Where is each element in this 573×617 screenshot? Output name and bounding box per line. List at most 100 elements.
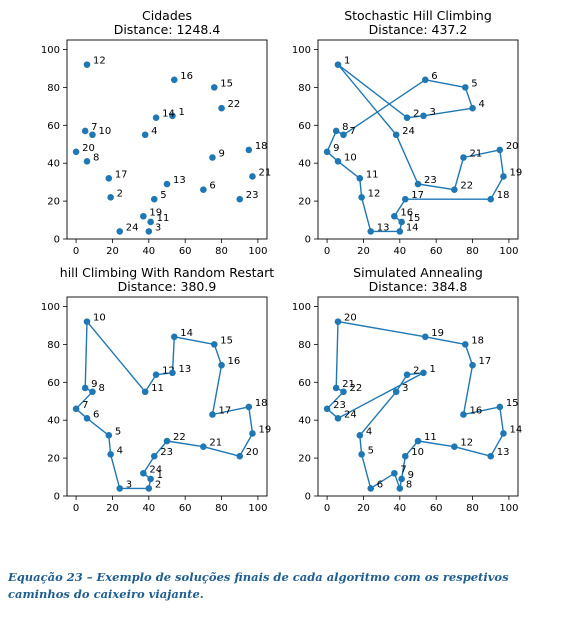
city-point-20 (72, 148, 80, 156)
city-label: 5 (115, 426, 121, 437)
city-label: 10 (411, 447, 424, 458)
city-point-9 (398, 475, 405, 483)
city-label: 14 (162, 109, 175, 120)
city-point-14 (396, 228, 404, 235)
x-tick-label: 60 (179, 246, 192, 257)
city-point-23 (150, 452, 158, 460)
city-label: 15 (408, 213, 421, 224)
city-label: 7 (400, 464, 406, 475)
y-tick-label: 0 (305, 235, 311, 246)
y-tick-label: 20 (298, 454, 311, 465)
city-point-19 (500, 173, 507, 180)
city-label: 16 (469, 406, 482, 417)
city-label: 18 (255, 398, 268, 409)
city-point-16 (460, 411, 467, 418)
city-label: 17 (411, 190, 424, 201)
city-label: 13 (377, 222, 390, 233)
city-label: 4 (117, 445, 123, 456)
city-point-9 (81, 384, 89, 392)
city-point-7 (72, 405, 80, 413)
x-tick-label: 0 (73, 246, 79, 257)
city-label: 1 (178, 107, 184, 118)
city-label: 20 (246, 447, 259, 458)
city-label: 6 (377, 479, 383, 490)
city-point-10 (334, 157, 342, 165)
city-point-17 (469, 361, 476, 369)
city-point-18 (245, 403, 253, 411)
city-label: 9 (333, 143, 339, 154)
city-point-1 (420, 369, 427, 377)
city-label: 2 (413, 109, 419, 120)
city-label: 20 (506, 141, 519, 152)
city-label: 8 (93, 152, 99, 163)
city-label: 5 (160, 190, 166, 201)
city-label: 22 (349, 383, 362, 394)
city-label: 13 (178, 364, 191, 375)
city-label: 2 (413, 366, 419, 377)
city-point-19 (421, 333, 429, 341)
city-point-3 (420, 112, 427, 120)
city-label: 5 (368, 445, 374, 456)
city-label: 23 (424, 175, 437, 186)
city-point-10 (89, 131, 96, 139)
x-tick-label: 100 (499, 503, 518, 514)
city-point-14 (152, 114, 160, 122)
x-tick-label: 40 (393, 246, 406, 257)
chart-subtitle: Distance: 437.2 (369, 22, 468, 37)
city-label: 11 (366, 169, 379, 180)
city-point-24 (140, 469, 147, 477)
x-tick-label: 20 (106, 246, 119, 257)
chart-title: Cidades (142, 8, 192, 23)
city-label: 23 (246, 190, 259, 201)
city-point-6 (367, 485, 375, 492)
x-tick-label: 20 (357, 503, 370, 514)
y-tick-label: 40 (298, 416, 311, 427)
city-label: 15 (506, 398, 519, 409)
city-point-23 (323, 405, 331, 413)
city-point-13 (367, 228, 375, 235)
city-label: 24 (126, 222, 139, 233)
city-label: 7 (91, 122, 97, 133)
city-label: 18 (497, 190, 510, 201)
x-tick-label: 40 (142, 503, 155, 514)
city-label: 10 (344, 152, 357, 163)
city-point-15 (210, 341, 218, 348)
city-label: 11 (151, 383, 164, 394)
y-tick-label: 0 (54, 492, 60, 503)
x-tick-label: 100 (248, 246, 267, 257)
city-label: 16 (180, 71, 193, 82)
y-tick-label: 60 (47, 378, 60, 389)
y-tick-label: 100 (41, 45, 60, 56)
city-label: 11 (157, 213, 170, 224)
city-point-11 (414, 437, 422, 445)
city-point-14 (500, 430, 507, 437)
y-tick-label: 20 (47, 197, 60, 208)
city-point-3 (116, 485, 124, 492)
city-point-4 (356, 432, 364, 439)
city-label: 13 (173, 175, 186, 186)
chart-subtitle: Distance: 380.9 (118, 279, 217, 294)
city-label: 6 (431, 71, 437, 82)
city-point-8 (396, 485, 404, 492)
x-tick-label: 80 (215, 246, 228, 257)
city-label: 21 (258, 167, 271, 178)
city-point-6 (421, 76, 429, 84)
y-tick-label: 100 (41, 302, 60, 313)
city-label: 3 (126, 479, 132, 490)
chart-panel-3: hill Climbing With Random RestartDistanc… (41, 265, 274, 514)
city-label: 19 (431, 328, 444, 339)
city-label: 4 (479, 99, 485, 110)
city-label: 24 (402, 126, 415, 137)
city-label: 17 (115, 169, 128, 180)
city-point-6 (83, 414, 91, 422)
city-point-13 (487, 452, 495, 460)
axes-frame (66, 39, 268, 240)
city-point-1 (147, 475, 154, 483)
city-point-15 (496, 403, 504, 411)
city-point-20 (334, 318, 342, 325)
x-tick-label: 60 (179, 503, 192, 514)
chart-subtitle: Distance: 1248.4 (114, 22, 221, 37)
figure-caption: Equação 23 – Exemplo de soluções finais … (8, 570, 509, 601)
y-tick-label: 60 (298, 121, 311, 132)
